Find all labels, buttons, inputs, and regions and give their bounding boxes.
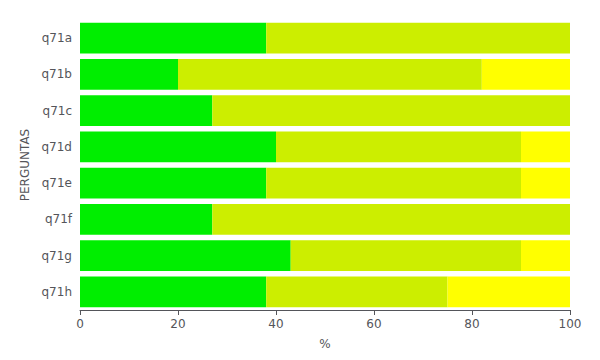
svg-text:80: 80 xyxy=(464,317,479,331)
svg-text:q71b: q71b xyxy=(41,67,72,81)
svg-text:PERGUNTAS: PERGUNTAS xyxy=(18,129,32,201)
svg-text:q71f: q71f xyxy=(45,212,73,226)
svg-text:q71e: q71e xyxy=(42,176,72,190)
svg-text:q71h: q71h xyxy=(42,285,73,299)
svg-text:q71c: q71c xyxy=(43,104,72,118)
svg-text:40: 40 xyxy=(268,317,283,331)
svg-text:q71a: q71a xyxy=(42,31,72,45)
svg-text:20: 20 xyxy=(170,317,185,331)
svg-text:q71d: q71d xyxy=(41,140,72,154)
svg-text:0: 0 xyxy=(76,317,84,331)
svg-text:100: 100 xyxy=(559,317,582,331)
svg-text:q71g: q71g xyxy=(41,249,72,263)
svg-text:60: 60 xyxy=(366,317,381,331)
svg-text:%: % xyxy=(319,337,330,351)
